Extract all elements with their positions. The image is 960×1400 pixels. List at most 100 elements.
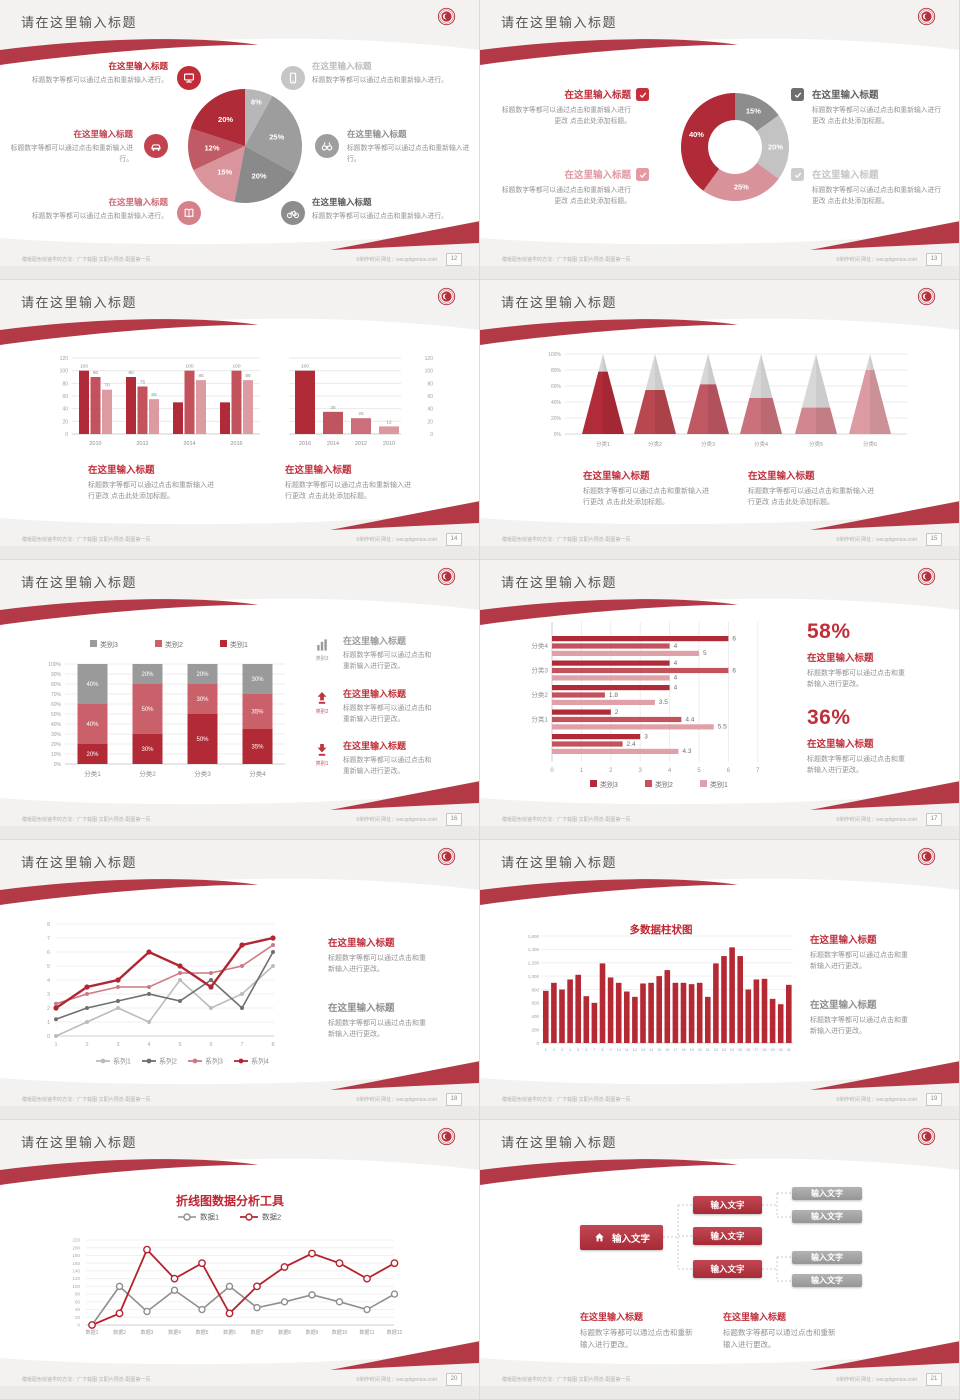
svg-text:5: 5	[703, 650, 707, 657]
slide-title: 请在这里输入标题	[21, 295, 138, 310]
footer-right-text: ©制作时间 网址：ww.pptgenius.com	[356, 817, 437, 823]
callout-title: 在这里输入标题	[807, 653, 874, 664]
svg-text:6: 6	[732, 635, 736, 642]
callout-checked-lightgray: 在这里输入标题 标题数字等都可以通过点击和重新输入进行更改 点击此处添加标题。	[812, 167, 945, 207]
slide-title: 请在这里输入标题	[501, 855, 618, 870]
svg-text:160: 160	[72, 1261, 80, 1266]
page-number: 16	[446, 813, 462, 826]
svg-text:7: 7	[756, 768, 760, 774]
arrow-up-icon	[314, 690, 330, 706]
slide-title: 请在这里输入标题	[501, 15, 618, 30]
checkbox-icon	[791, 88, 804, 101]
slide-thumbnail-17[interactable]: 请在这里输入标题 0 1 2 3 4 5 6 7 分类4 6 4 5 分类3 4 6 4 分类2 4 1.8 3.5 分…	[480, 560, 960, 840]
callout-body: 标题数字等都可以通过点击和重新输入进行更改 点击此处添加标题。	[748, 488, 874, 506]
callout-title: 在这里输入标题	[347, 129, 407, 139]
svg-text:类别2: 类别2	[655, 780, 673, 789]
slide-thumbnail-21[interactable]: 请在这里输入标题 输入文字 输入文字 输入文字 输入文字 输入文字 输入文字 输…	[480, 1120, 960, 1400]
svg-text:80: 80	[62, 381, 68, 387]
callout-body: 标题数字等都可以通过点击和重新输入进行更改。	[343, 652, 432, 670]
page-number: 14	[446, 533, 462, 546]
school-logo-icon	[917, 567, 936, 586]
footer-right-text: ©制作时间 网址：ww.pptgenius.com	[836, 257, 917, 263]
svg-text:40%: 40%	[551, 400, 562, 406]
svg-text:0: 0	[550, 768, 554, 774]
callout-title: 在这里输入标题	[343, 636, 407, 646]
svg-text:20: 20	[698, 1048, 702, 1052]
svg-text:3: 3	[47, 992, 50, 998]
slide-title: 请在这里输入标题	[21, 1135, 138, 1150]
svg-text:数据3: 数据3	[141, 1329, 154, 1336]
svg-text:70: 70	[104, 383, 110, 389]
svg-text:35%: 35%	[251, 710, 264, 716]
svg-text:5: 5	[47, 964, 50, 970]
slide-title: 请在这里输入标题	[21, 15, 138, 30]
svg-text:分类5: 分类5	[809, 440, 823, 448]
slide-title: 请在这里输入标题	[501, 295, 618, 310]
svg-text:25%: 25%	[269, 132, 284, 141]
svg-text:25: 25	[738, 1048, 742, 1052]
slide-thumbnail-19[interactable]: 请在这里输入标题 多数据柱状图 0 200 400 600 800 1,000 1,200 1…	[480, 840, 960, 1120]
svg-text:11: 11	[625, 1048, 629, 1052]
svg-text:180: 180	[72, 1253, 80, 1258]
slide-thumbnail-12[interactable]: 请在这里输入标题 8% 25% 20% 15% 12% 20% 在这里输入标题 标题数字等…	[0, 0, 480, 280]
pie-chart: 8% 25% 20% 15% 12% 20%	[187, 89, 303, 203]
svg-text:数据5: 数据5	[196, 1329, 209, 1336]
callout-car: 在这里输入标题 标题数字等都可以通过点击和重新输入进行。	[5, 128, 133, 165]
svg-text:20%: 20%	[196, 672, 209, 678]
svg-text:0: 0	[65, 432, 68, 438]
tree-leaf-node: 输入文字	[792, 1251, 862, 1264]
tree-node-label: 输入文字	[811, 1212, 843, 1221]
tree-node-label: 输入文字	[811, 1276, 843, 1285]
callout-body: 标题数字等都可以通过点击和重新输入进行更改。	[807, 670, 905, 688]
slide-thumbnail-18[interactable]: 请在这里输入标题 0 1 2 3 4 5 6 7 8 1 2 3 4 5 6 7 8 系列1 系列2 系列3 系列4 在…	[0, 840, 480, 1120]
svg-text:22: 22	[714, 1048, 718, 1052]
svg-text:类别1: 类别1	[230, 640, 248, 649]
slide-thumbnail-20[interactable]: 请在这里输入标题 折线图数据分析工具 0 20 40 60 80 100 120 140 160…	[0, 1120, 480, 1400]
svg-text:2010: 2010	[89, 441, 101, 447]
arrow-down-icon	[314, 742, 330, 758]
slide-footer: 模板配色快速学的方法：厂下载图·文配片预览·配图第一页 ©制作时间 网址：ww.…	[480, 1372, 959, 1386]
svg-text:0: 0	[536, 1041, 539, 1046]
svg-text:3.5: 3.5	[659, 699, 668, 706]
callout-binoculars: 在这里输入标题 标题数字等都可以通过点击和重新输入进行。	[347, 128, 475, 165]
callout-body: 标题数字等都可以通过点击和重新输入进行。	[312, 213, 448, 220]
slide-thumbnail-16[interactable]: 请在这里输入标题 类别3 类别2 类别1 0% 10% 20% 30% 40% 50% 60% 70…	[0, 560, 480, 840]
tree-connectors	[663, 1192, 792, 1282]
svg-text:70%: 70%	[51, 692, 62, 698]
callout-title: 在这里输入标题	[748, 471, 815, 482]
donut-chart: 15% 20% 25% 40%	[680, 93, 790, 202]
svg-text:13: 13	[641, 1048, 645, 1052]
slide-thumbnail-15[interactable]: 请在这里输入标题 0% 20% 40% 60% 80% 100% 分类1 分类2 分类3 分类4 分…	[480, 280, 960, 560]
callout-body: 标题数字等都可以通过点击和重新输入进行更改。	[343, 705, 432, 723]
tree-leaf-node: 输入文字	[792, 1274, 862, 1287]
slide-footer: 模板配色快速学的方法：厂下载图·文配片预览·配图第一页 ©制作时间 网址：ww.…	[0, 1372, 479, 1386]
tree-node-label: 输入文字	[710, 1200, 745, 1210]
svg-text:220: 220	[72, 1238, 80, 1243]
slide-title: 请在这里输入标题	[21, 855, 138, 870]
slide-thumbnail-13[interactable]: 请在这里输入标题 15% 20% 25% 40% 在这里输入标题 标题数字等都可以通过…	[480, 0, 960, 280]
footer-left-text: 模板配色快速学的方法：厂下载图·文配片预览·配图第一页	[502, 537, 631, 543]
chart-title: 多数据柱状图	[629, 924, 693, 936]
svg-text:30: 30	[779, 1048, 783, 1052]
tree-root-node: 输入文字	[580, 1225, 663, 1250]
footer-right-text: ©制作时间 网址：ww.pptgenius.com	[836, 1377, 917, 1383]
slide-title: 请在这里输入标题	[501, 1135, 618, 1150]
svg-text:数据2: 数据2	[113, 1329, 126, 1336]
callout-body: 标题数字等都可以通过点击和重新输入进行。	[32, 213, 168, 220]
svg-text:6: 6	[209, 1042, 212, 1048]
callout-title: 在这里输入标题	[88, 465, 155, 476]
slide-thumbnail-14[interactable]: 请在这里输入标题 0 20 40 60 80 100 120 2010 100 90 70 2012 9…	[0, 280, 480, 560]
svg-text:30%: 30%	[141, 747, 154, 753]
school-logo-icon	[917, 7, 936, 26]
svg-text:80%: 80%	[51, 682, 62, 688]
school-logo-icon	[437, 567, 456, 586]
svg-text:50%: 50%	[196, 737, 209, 743]
callout-monitor: 在这里输入标题 标题数字等都可以通过点击和重新输入进行。	[25, 60, 168, 87]
line-chart: 0 20 40 60 80 100 120 140 160 180 200 220 数据1 数据2 数据3 数…	[72, 1212, 402, 1337]
callout-body: 标题数字等都可以通过点击和重新输入进行更改 点击此处添加标题。	[583, 488, 709, 506]
callout-body: 标题数字等都可以通过点击和重新输入进行更改。	[580, 1328, 693, 1349]
footer-right-text: ©制作时间 网址：ww.pptgenius.com	[836, 1097, 917, 1103]
bar-chart-icon	[314, 637, 330, 653]
svg-text:4.3: 4.3	[682, 748, 691, 755]
